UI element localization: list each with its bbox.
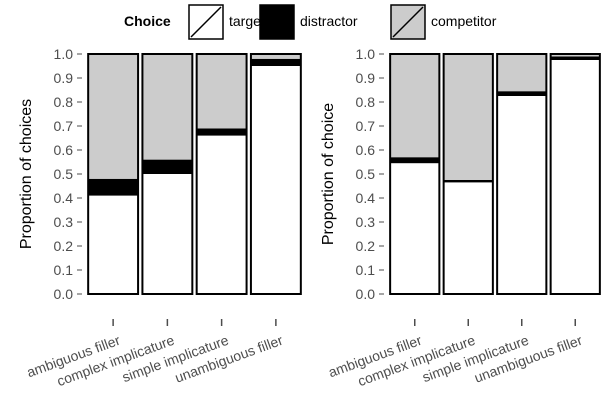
y-tick-label: 0.9 xyxy=(54,70,74,86)
bar-outline xyxy=(195,53,248,295)
bar-segment-competitor xyxy=(550,54,600,57)
y-tick-label: 0.8 xyxy=(356,94,376,110)
bar-segment-target xyxy=(390,163,440,294)
legend-title: Choice xyxy=(124,13,171,29)
bar-outline xyxy=(442,53,494,295)
bar-segment-distractor xyxy=(196,128,247,136)
bar-segment-target xyxy=(443,182,493,294)
y-tick-label: 0.5 xyxy=(356,166,376,182)
bar-segment-target xyxy=(88,195,139,294)
bar-segment-competitor xyxy=(497,54,547,92)
y-axis-label: Proportion of choice xyxy=(320,103,337,245)
y-tick-label: 0.1 xyxy=(356,262,376,278)
bar-segment-competitor xyxy=(88,54,139,179)
bar-segment-distractor xyxy=(88,178,139,196)
legend-key-slash xyxy=(392,6,424,38)
y-tick-label: 0.7 xyxy=(54,118,74,134)
bar-outline xyxy=(87,53,140,295)
y-tick-label: 0.0 xyxy=(356,286,376,302)
y-tick-label: 0.4 xyxy=(54,190,74,206)
bar-segment-competitor xyxy=(443,54,493,180)
y-tick-label: 0.3 xyxy=(356,214,376,230)
y-tick-label: 0.4 xyxy=(356,190,376,206)
y-tick-label: 0.5 xyxy=(54,166,74,182)
y-tick-label: 0.8 xyxy=(54,94,74,110)
legend-key-slash xyxy=(190,6,222,38)
legend: Choice target distractor competitor xyxy=(124,4,497,40)
y-tick-label: 0.1 xyxy=(54,262,74,278)
bar-segment-target xyxy=(497,96,547,294)
bar-segment-competitor xyxy=(250,54,301,59)
y-tick-label: 0.6 xyxy=(356,142,376,158)
bar-segment-target xyxy=(550,60,600,294)
bar-segment-distractor xyxy=(250,58,301,66)
bar-segment-target xyxy=(196,135,247,294)
bar-outline xyxy=(389,53,441,295)
y-tick-label: 1.0 xyxy=(54,46,74,62)
y-tick-label: 1.0 xyxy=(356,46,376,62)
y-tick-label: 0.0 xyxy=(54,286,74,302)
bar-segment-distractor xyxy=(142,159,193,174)
bar-outline xyxy=(549,53,601,295)
bar-segment-competitor xyxy=(196,54,247,129)
legend-key-slash xyxy=(261,6,293,38)
bar-outline xyxy=(249,53,302,295)
panel-left: 0.0 0.1 0.2 0.3 0.4 0.5 0.6 0.7 0.8 0.9 1.0 Proport… xyxy=(18,46,302,389)
y-tick-label: 0.9 xyxy=(356,70,376,86)
bar-outline xyxy=(141,53,194,295)
y-tick-label: 0.2 xyxy=(356,238,376,254)
legend-label-target: target xyxy=(229,13,265,29)
bar-segment-competitor xyxy=(390,54,440,158)
legend-label-competitor: competitor xyxy=(431,13,497,29)
bar-segment-distractor xyxy=(390,157,440,164)
bar-segment-distractor xyxy=(497,91,547,96)
y-axis-label: Proportion of choices xyxy=(18,99,35,249)
y-tick-label: 0.2 xyxy=(54,238,74,254)
bar-segment-competitor xyxy=(142,54,193,160)
panel-right: 0.0 0.1 0.2 0.3 0.4 0.5 0.6 0.7 0.8 0.9 1.0 Proport… xyxy=(320,46,601,389)
bar-segment-distractor xyxy=(443,180,493,183)
y-tick-label: 0.7 xyxy=(356,118,376,134)
bar-segment-target xyxy=(142,174,193,294)
y-tick-label: 0.6 xyxy=(54,142,74,158)
bar-segment-target xyxy=(250,66,301,294)
y-tick-label: 0.3 xyxy=(54,214,74,230)
bar-outline xyxy=(496,53,548,295)
bar-segment-distractor xyxy=(550,56,600,60)
legend-label-distractor: distractor xyxy=(300,13,358,29)
